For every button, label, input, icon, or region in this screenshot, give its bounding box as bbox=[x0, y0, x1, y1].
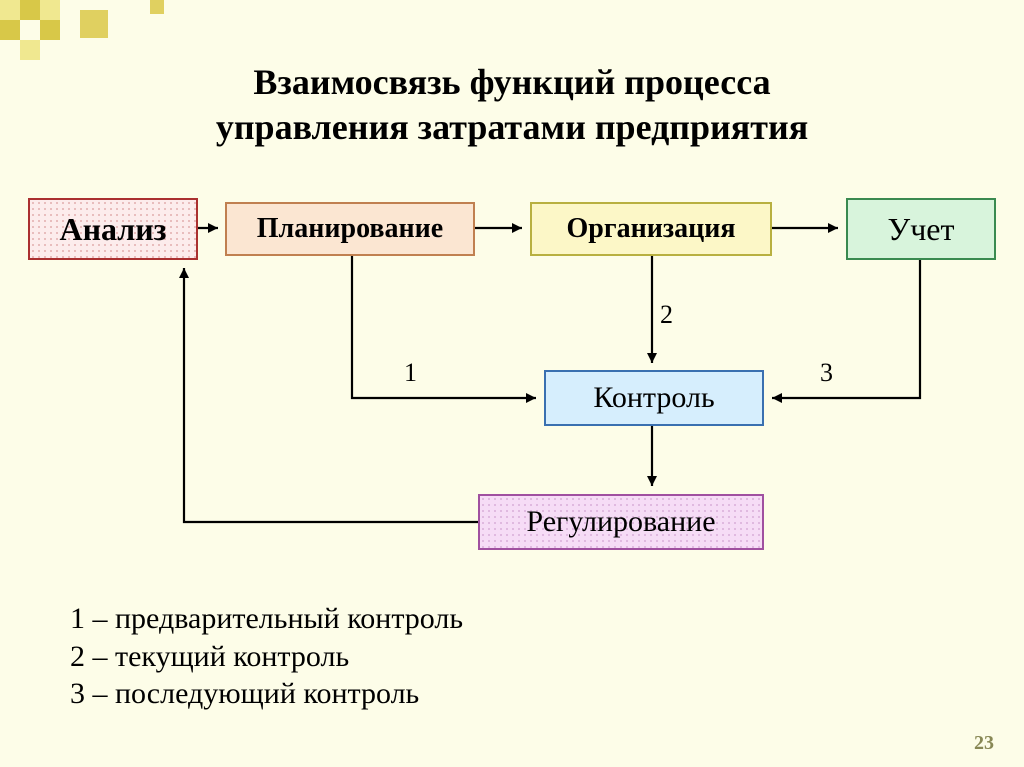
legend: 1 – предварительный контроль 2 – текущий… bbox=[70, 600, 463, 713]
legend-item-2: 2 – текущий контроль bbox=[70, 638, 463, 676]
edge-label-1: 1 bbox=[404, 358, 417, 388]
title-line-1: Взаимосвязь функций процесса bbox=[253, 62, 770, 102]
title-line-2: управления затратами предприятия bbox=[216, 107, 808, 147]
node-regulation: Регулирование bbox=[478, 494, 764, 550]
node-accounting: Учет bbox=[846, 198, 996, 260]
node-analysis-label: Анализ bbox=[59, 211, 166, 248]
legend-item-3: 3 – последующий контроль bbox=[70, 675, 463, 713]
node-planning: Планирование bbox=[225, 202, 475, 256]
edge-label-3: 3 bbox=[820, 358, 833, 388]
node-analysis: Анализ bbox=[28, 198, 198, 260]
node-organization-label: Организация bbox=[567, 213, 736, 245]
node-planning-label: Планирование bbox=[257, 213, 443, 245]
node-control: Контроль bbox=[544, 370, 764, 426]
edge-label-2: 2 bbox=[660, 300, 673, 330]
corner-decoration bbox=[0, 0, 200, 60]
slide-title: Взаимосвязь функций процесса управления … bbox=[0, 60, 1024, 150]
legend-item-1: 1 – предварительный контроль bbox=[70, 600, 463, 638]
node-accounting-label: Учет bbox=[888, 211, 955, 248]
node-control-label: Контроль bbox=[593, 381, 714, 415]
node-regulation-label: Регулирование bbox=[526, 505, 715, 539]
slide-number: 23 bbox=[974, 732, 994, 755]
node-organization: Организация bbox=[530, 202, 772, 256]
